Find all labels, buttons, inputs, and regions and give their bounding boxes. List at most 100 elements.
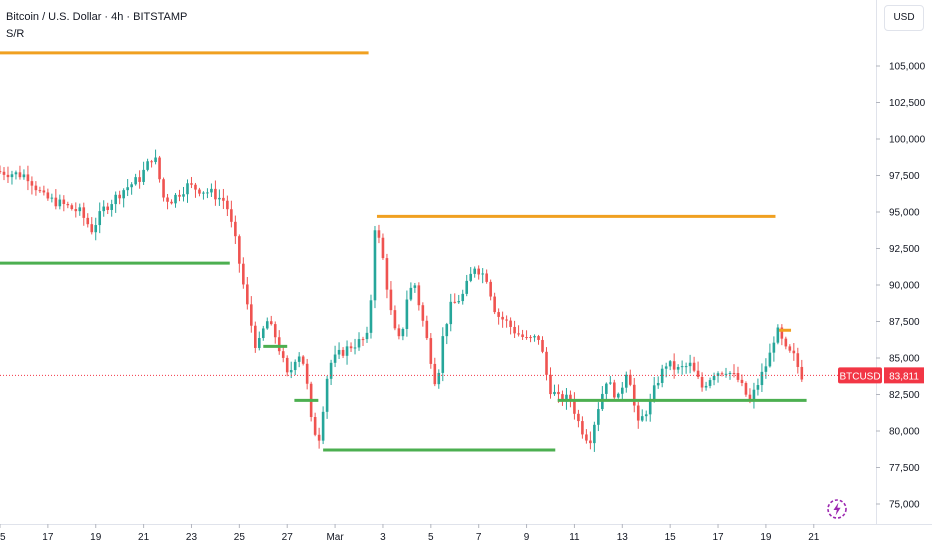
candle-body xyxy=(425,320,429,339)
candle-body xyxy=(30,181,34,186)
candle-body xyxy=(357,339,361,348)
candle-body xyxy=(22,174,26,178)
candle-body xyxy=(254,325,257,348)
y-tick-label: 97,500 xyxy=(889,171,920,182)
candle-body xyxy=(86,217,90,225)
candle-body xyxy=(134,177,137,185)
candle-body xyxy=(265,321,269,329)
candle-body xyxy=(138,177,141,182)
y-tick-label: 85,000 xyxy=(889,354,920,365)
candle-body xyxy=(385,258,389,290)
symbol-tag xyxy=(838,367,882,384)
candle-body xyxy=(664,366,668,369)
candle-body xyxy=(42,190,46,193)
candle-body xyxy=(285,357,289,373)
candle-body xyxy=(389,289,393,311)
y-tick-label: 90,000 xyxy=(889,281,920,292)
candle-body xyxy=(190,183,193,185)
candle-body xyxy=(74,209,78,212)
candle-body xyxy=(325,378,329,412)
candle-body xyxy=(94,225,98,233)
candle-body xyxy=(178,194,181,197)
candle-body xyxy=(305,363,309,384)
candle-body xyxy=(513,326,516,334)
y-tick-label: 82,500 xyxy=(889,390,920,401)
x-tick-label: 17 xyxy=(42,532,54,543)
candle-body xyxy=(724,373,728,375)
candle-body xyxy=(206,192,209,194)
price-tag-label: 83,811 xyxy=(889,371,919,382)
symbol-tag-label: BTCUSD xyxy=(839,371,880,382)
candle-body xyxy=(748,394,752,401)
candle-body xyxy=(34,185,38,191)
candle-body xyxy=(82,207,86,218)
candle-body xyxy=(122,190,125,199)
candle-body xyxy=(10,174,14,178)
candle-body xyxy=(636,405,640,421)
candle-body xyxy=(509,320,512,327)
candle-body xyxy=(102,206,106,212)
candle-body xyxy=(114,194,117,205)
candle-body xyxy=(433,363,437,385)
candle-body xyxy=(182,194,185,197)
candle-body xyxy=(644,414,648,417)
candle-body xyxy=(293,361,297,371)
candle-body xyxy=(684,366,688,368)
x-tick-label: Mar xyxy=(326,532,344,543)
candle-body xyxy=(337,349,341,355)
candle-body xyxy=(222,197,225,201)
candle-body xyxy=(413,285,417,288)
x-tick-label: 19 xyxy=(90,532,102,543)
candle-body xyxy=(640,416,644,421)
candle-body xyxy=(46,192,50,199)
candle-body xyxy=(688,362,692,367)
candle-body xyxy=(453,301,457,303)
candle-body xyxy=(465,280,469,294)
candle-body xyxy=(154,157,157,163)
candle-body xyxy=(740,379,744,384)
candle-body xyxy=(273,324,277,338)
candle-body xyxy=(593,424,596,444)
y-tick-label: 87,500 xyxy=(889,317,920,328)
y-tick-label: 80,000 xyxy=(889,427,920,438)
candle-body xyxy=(796,353,800,367)
candle-body xyxy=(624,374,628,388)
candle-body xyxy=(449,301,453,325)
candle-body xyxy=(126,187,129,191)
candle-body xyxy=(632,384,636,406)
candle-body xyxy=(341,349,345,356)
candle-body xyxy=(353,347,357,349)
x-tick-label: 5 xyxy=(428,532,434,543)
candle-body xyxy=(202,192,205,194)
indicator-label: S/R xyxy=(6,28,25,40)
candle-body xyxy=(317,434,321,441)
x-tick-label: 9 xyxy=(524,532,530,543)
candle-body xyxy=(561,394,564,402)
candle-body xyxy=(760,371,764,386)
candle-body xyxy=(696,370,700,377)
candle-body xyxy=(210,188,213,193)
candle-body xyxy=(565,394,568,402)
candle-body xyxy=(333,354,337,363)
candle-body xyxy=(485,273,488,282)
candle-body xyxy=(497,312,500,317)
candle-body xyxy=(792,350,796,354)
candle-body xyxy=(716,373,720,376)
candle-body xyxy=(457,301,461,303)
candle-body xyxy=(656,382,660,386)
candle-body xyxy=(234,221,237,237)
candle-body xyxy=(421,305,425,321)
candle-body xyxy=(620,387,624,394)
currency-button[interactable]: USD xyxy=(884,5,924,31)
lightning-icon[interactable] xyxy=(826,498,848,520)
candle-body xyxy=(529,337,532,339)
candle-body xyxy=(349,346,353,349)
candle-body xyxy=(313,417,317,435)
candle-body xyxy=(585,434,588,441)
candle-body xyxy=(226,200,229,210)
candle-body xyxy=(242,263,245,285)
candle-body xyxy=(0,171,2,173)
x-tick-label: 13 xyxy=(617,532,629,543)
